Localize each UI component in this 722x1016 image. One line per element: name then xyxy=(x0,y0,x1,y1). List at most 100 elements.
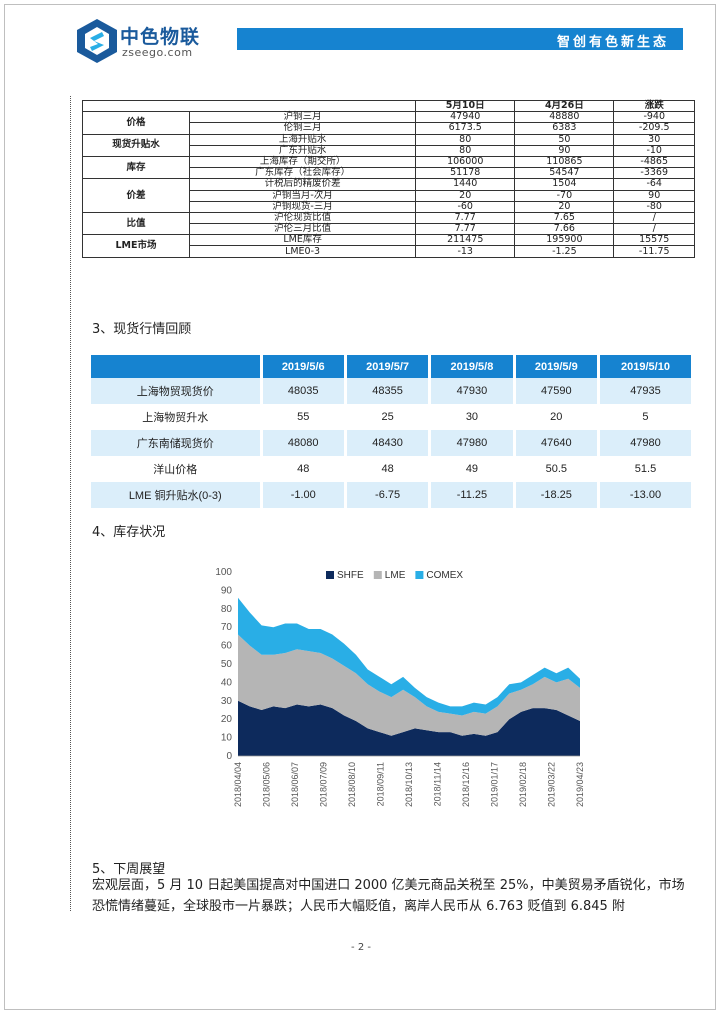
table-cell: 80 xyxy=(415,133,516,146)
table-cell: 48880 xyxy=(514,111,615,124)
table-cell: / xyxy=(613,223,695,236)
table-cell: -60 xyxy=(415,200,516,213)
table-row: 广东库存（社会库存） 51178 54547 -3369 xyxy=(83,167,695,180)
page-number: - 2 - xyxy=(351,942,371,953)
table-row: 现货升贴水 上海升贴水 80 50 30 xyxy=(82,133,695,157)
logo-text-en: zseego.com xyxy=(122,46,193,59)
table-cell: 47935 xyxy=(598,378,691,404)
table-cell: 15575 xyxy=(613,234,695,247)
table-cell: 47980 xyxy=(429,430,516,456)
table-cell: 沪伦现货比值 xyxy=(188,211,417,225)
x-tick-label: 2019/04/23 xyxy=(575,762,585,807)
table-cell: 211475 xyxy=(415,234,516,247)
area-comex xyxy=(238,597,580,716)
table-cell: -13.00 xyxy=(598,482,691,508)
header-cell xyxy=(91,355,263,378)
table-row: 库存 上海库存（期交所） 106000 110865 -4865 xyxy=(82,155,695,180)
section-4-title: 4、库存状况 xyxy=(92,525,166,540)
y-tick-label: 50 xyxy=(221,659,233,670)
table-cell: 7.65 xyxy=(514,211,615,225)
table-cell: -70 xyxy=(514,189,615,202)
spot-market-table: 2019/5/6 2019/5/7 2019/5/8 2019/5/9 2019/5/1… xyxy=(91,355,691,508)
table-cell: -11.75 xyxy=(613,245,695,258)
table-row: LME 铜升贴水(0-3) -1.00 -6.75 -11.25 -18.25 -13.0… xyxy=(91,482,691,508)
table-row: 沪伦三月比值 7.77 7.66/ xyxy=(83,223,695,236)
section-3-title: 3、现货行情回顾 xyxy=(92,322,192,337)
table-cell: -11.25 xyxy=(429,482,516,508)
x-tick-label: 2018/08/10 xyxy=(347,762,357,807)
table-row: 沪铜现货-三月 -60 20 -80 xyxy=(83,200,695,213)
table-cell: 上海升贴水 xyxy=(188,133,417,146)
inventory-chart: 0 10 20 30 40 50 60 70 80 90 100 2018/04/04 2018/05/… xyxy=(215,567,585,807)
header-cell: 2019/5/6 xyxy=(261,355,347,378)
y-tick-label: 10 xyxy=(221,733,233,744)
table-cell: 195900 xyxy=(514,234,615,247)
table-cell: -80 xyxy=(613,200,695,213)
x-tick-label: 2019/02/18 xyxy=(518,762,528,807)
x-tick-label: 2019/01/17 xyxy=(490,762,500,807)
table-cell: 5 xyxy=(598,404,691,430)
logo xyxy=(74,18,234,68)
table-cell: 1440 xyxy=(415,178,516,191)
header-cell: 4月26日 xyxy=(514,99,615,113)
table-cell: 47940 xyxy=(415,111,516,124)
table-cell: 上海库存（期交所） xyxy=(188,155,417,169)
table-cell: 30 xyxy=(613,133,695,146)
table-row: 上海物贸现货价 48035 48355 47930 47590 47935 xyxy=(91,378,691,404)
table-cell: -3369 xyxy=(613,167,695,180)
header-cell: 2019/5/10 xyxy=(598,355,691,378)
x-tick-label: 2018/06/07 xyxy=(290,762,300,807)
table-cell: 90 xyxy=(514,144,615,157)
y-tick-label: 60 xyxy=(221,641,233,652)
y-tick-label: 30 xyxy=(221,696,233,707)
table-cell: -1.00 xyxy=(261,482,347,508)
y-tick-label: 100 xyxy=(215,567,232,578)
y-tick-label: 40 xyxy=(221,677,233,688)
header-cell: 2019/5/8 xyxy=(429,355,516,378)
table-cell: 90 xyxy=(613,189,695,202)
table-cell: 7.77 xyxy=(415,223,516,236)
table-header-row: 2019/5/6 2019/5/7 2019/5/8 2019/5/9 2019/5/1… xyxy=(91,355,691,378)
table-cell: -940 xyxy=(613,111,695,124)
table-cell: 上海物贸升水 xyxy=(91,404,263,430)
category-cell: 比值 xyxy=(82,211,190,236)
table-cell: 48430 xyxy=(345,430,432,456)
table-cell: 47980 xyxy=(598,430,691,456)
table-cell: 20 xyxy=(415,189,516,202)
slogan-bar: 智创有色新生态 xyxy=(237,28,683,50)
table-cell: 伦铜三月 xyxy=(188,122,417,135)
table-cell: 48 xyxy=(345,456,432,482)
table-cell: 47640 xyxy=(514,430,600,456)
table-cell: 7.77 xyxy=(415,211,516,225)
category-cell: 现货升贴水 xyxy=(82,133,190,157)
legend-label: COMEX xyxy=(426,570,463,581)
table-cell: 广东升贴水 xyxy=(188,144,417,157)
table-cell: -1.25 xyxy=(514,245,615,258)
table-cell: 6383 xyxy=(514,122,615,135)
table-cell: -64 xyxy=(613,178,695,191)
area-lme xyxy=(238,634,580,736)
y-tick-label: 0 xyxy=(226,751,232,762)
table-row: 洋山价格 48 48 49 50.5 51.5 xyxy=(91,456,691,482)
x-tick-label: 2018/10/13 xyxy=(404,762,414,807)
x-tick-label: 2018/07/09 xyxy=(319,762,329,807)
table-cell: 广东南储现货价 xyxy=(91,430,263,456)
category-cell: 价格 xyxy=(82,111,190,135)
area-shfe xyxy=(238,700,580,756)
table-cell: 55 xyxy=(261,404,347,430)
table-row: 价差 计税后的精废价差 1440 1504 -64 xyxy=(82,178,695,213)
logo-icon xyxy=(77,19,117,63)
header-cell: 5月10日 xyxy=(415,99,516,113)
x-tick-label: 2018/11/14 xyxy=(433,762,443,806)
margin-dotted-line xyxy=(70,96,71,911)
header-cell: 2019/5/7 xyxy=(345,355,432,378)
category-cell: 库存 xyxy=(82,155,190,180)
table-cell: -6.75 xyxy=(345,482,432,508)
table-cell: 47590 xyxy=(514,378,600,404)
table-cell: 50.5 xyxy=(514,456,600,482)
table-cell: 49 xyxy=(429,456,516,482)
table-cell: 20 xyxy=(514,404,600,430)
table-cell: 30 xyxy=(429,404,516,430)
table-row: LME0-3 -13 -1.25 -11.75 xyxy=(83,245,695,258)
legend-swatch xyxy=(326,571,334,579)
